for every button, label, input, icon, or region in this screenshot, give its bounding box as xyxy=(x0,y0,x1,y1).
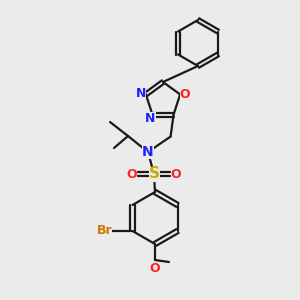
Text: S: S xyxy=(148,167,160,182)
Text: O: O xyxy=(150,262,160,275)
Text: O: O xyxy=(180,88,190,101)
Text: N: N xyxy=(145,112,156,125)
Text: O: O xyxy=(171,167,181,181)
Text: O: O xyxy=(127,167,137,181)
Text: Br: Br xyxy=(97,224,112,238)
Text: N: N xyxy=(142,145,154,159)
Text: N: N xyxy=(136,87,146,100)
